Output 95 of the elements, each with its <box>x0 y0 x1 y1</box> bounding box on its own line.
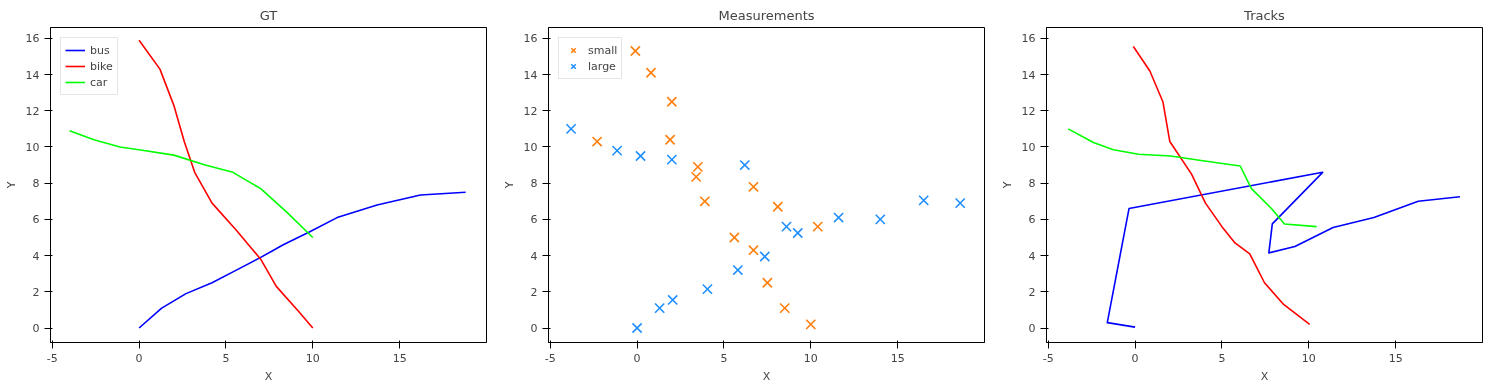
x-tick-label: -5 <box>1042 351 1054 365</box>
x-tick-label: 5 <box>1218 351 1226 365</box>
point <box>635 150 646 162</box>
point <box>759 251 771 262</box>
legend-label: bike <box>90 58 113 74</box>
line-series <box>1067 128 1318 228</box>
point <box>645 67 657 79</box>
legend-label: small <box>588 42 618 58</box>
y-tick-label: 4 <box>1028 249 1036 263</box>
x-tick-label: 15 <box>890 351 905 365</box>
point <box>690 171 702 183</box>
legend-label: large <box>588 58 616 74</box>
y-tick-label: 6 <box>1028 213 1036 227</box>
y-tick-label: 14 <box>1021 68 1036 82</box>
x-tick-label: 10 <box>1301 351 1316 365</box>
y-axis-title: Y <box>4 181 18 190</box>
line-series <box>1106 171 1461 328</box>
point <box>779 302 791 314</box>
point <box>874 214 886 225</box>
x-tick-label: 5 <box>720 351 728 365</box>
point <box>805 319 817 330</box>
y-tick-label: 12 <box>25 104 40 118</box>
line-series <box>1132 45 1311 326</box>
y-axis-title: Y <box>1000 181 1014 190</box>
y-tick-label: 10 <box>523 140 538 154</box>
x-tick-label: 10 <box>803 351 818 365</box>
y-tick-label: 8 <box>530 177 538 191</box>
point <box>611 145 623 156</box>
x-tick-label: 5 <box>222 351 230 365</box>
y-tick-label: 6 <box>32 213 40 227</box>
y-tick-label: 14 <box>25 68 40 82</box>
y-tick-label: 2 <box>1028 285 1036 299</box>
y-tick-label: 16 <box>25 32 40 46</box>
y-tick-label: 6 <box>530 213 538 227</box>
point <box>667 294 679 306</box>
point <box>666 96 678 108</box>
chart-title: Measurements <box>718 7 815 23</box>
point <box>748 244 759 256</box>
point <box>772 201 784 213</box>
point <box>761 277 773 289</box>
point <box>748 181 759 193</box>
point <box>699 195 711 207</box>
point <box>728 232 740 243</box>
point <box>781 221 792 233</box>
point <box>702 283 713 295</box>
point <box>812 221 824 233</box>
point <box>918 194 930 206</box>
y-tick-label: 0 <box>32 322 40 336</box>
x-axis-title: X <box>762 369 771 383</box>
point <box>954 197 966 209</box>
point <box>739 159 751 171</box>
x-tick-label: 0 <box>633 351 641 365</box>
y-tick-label: 0 <box>1028 322 1036 336</box>
y-tick-label: 8 <box>32 177 40 191</box>
x-tick-label: 15 <box>392 351 407 365</box>
y-tick-label: 12 <box>523 104 538 118</box>
point <box>629 45 641 57</box>
y-tick-label: 0 <box>530 322 538 336</box>
y-tick-label: 2 <box>530 285 538 299</box>
point <box>833 212 844 223</box>
chart-title: GT <box>259 7 278 23</box>
legend-label: bus <box>90 42 110 58</box>
y-tick-label: 4 <box>32 249 40 263</box>
y-tick-label: 12 <box>1021 104 1036 118</box>
point <box>565 123 577 135</box>
point <box>654 302 666 314</box>
y-axis-title: Y <box>502 181 516 190</box>
point <box>692 161 704 173</box>
x-tick-label: 10 <box>305 351 320 365</box>
point <box>732 264 744 276</box>
y-tick-label: 4 <box>530 249 538 263</box>
y-tick-label: 16 <box>523 32 538 46</box>
point <box>631 322 643 334</box>
chart-title: Tracks <box>1243 7 1286 23</box>
line-series <box>138 39 314 329</box>
y-tick-label: 10 <box>25 140 40 154</box>
x-tick-label: 0 <box>135 351 143 365</box>
x-tick-label: -5 <box>46 351 58 365</box>
point <box>666 154 678 166</box>
y-tick-label: 16 <box>1021 32 1036 46</box>
x-tick-label: 0 <box>1131 351 1139 365</box>
point <box>664 134 676 146</box>
line-series <box>138 191 467 329</box>
y-tick-label: 10 <box>1021 140 1036 154</box>
x-axis-title: X <box>264 369 273 383</box>
x-tick-label: -5 <box>544 351 556 365</box>
x-tick-label: 15 <box>1388 351 1403 365</box>
y-tick-label: 2 <box>32 285 40 299</box>
point <box>591 136 603 147</box>
point <box>792 227 804 239</box>
legend-label: car <box>90 74 109 90</box>
x-axis-title: X <box>1260 369 1269 383</box>
y-tick-label: 8 <box>1028 177 1036 191</box>
line-series <box>68 129 314 239</box>
y-tick-label: 14 <box>523 68 538 82</box>
